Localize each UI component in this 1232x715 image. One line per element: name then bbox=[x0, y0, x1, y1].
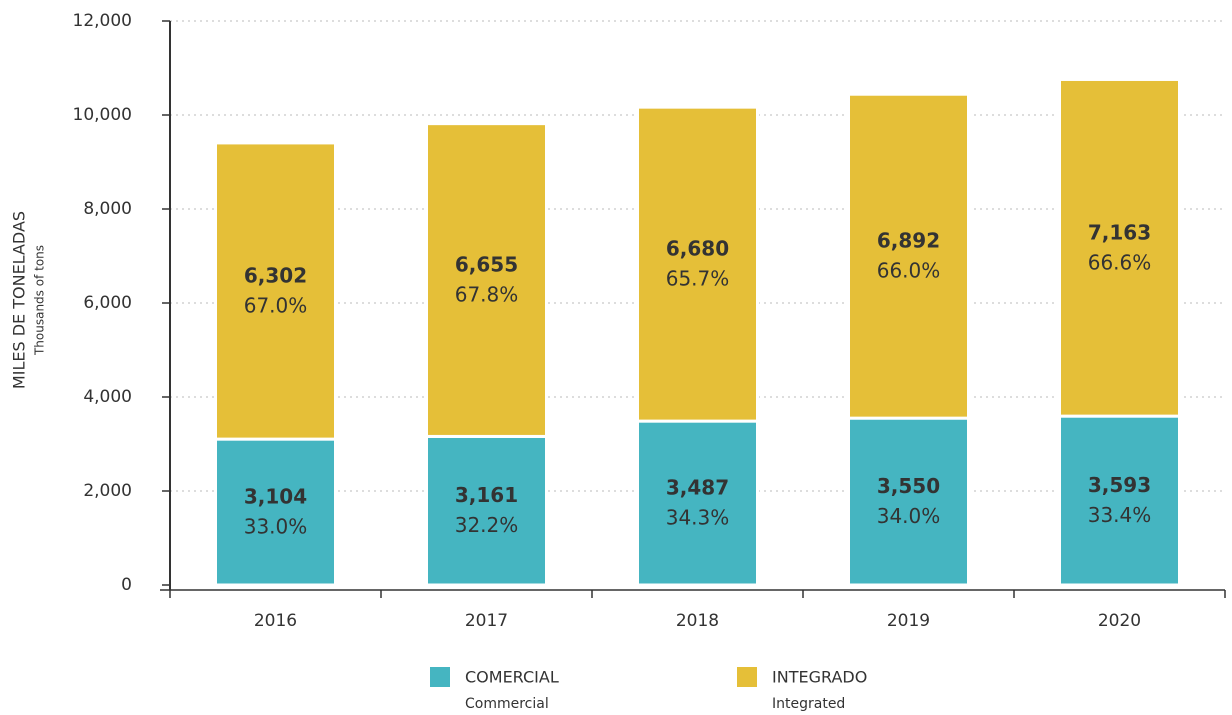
value-label: 3,487 bbox=[666, 476, 729, 500]
legend-swatch bbox=[737, 667, 757, 687]
legend-swatch bbox=[430, 667, 450, 687]
legend-sublabel: Integrated bbox=[772, 696, 845, 712]
x-tick-label: 2019 bbox=[887, 611, 930, 631]
share-label: 34.0% bbox=[877, 504, 941, 528]
share-label: 67.0% bbox=[244, 294, 308, 318]
value-label: 6,655 bbox=[455, 253, 518, 277]
value-label: 3,550 bbox=[877, 474, 940, 498]
bar-segment bbox=[636, 105, 759, 423]
y-tick-label: 6,000 bbox=[83, 293, 132, 313]
share-label: 67.8% bbox=[455, 283, 519, 307]
share-label: 33.0% bbox=[244, 515, 308, 539]
value-label: 3,593 bbox=[1088, 473, 1151, 497]
bar-segment bbox=[847, 92, 970, 420]
x-tick-label: 2017 bbox=[465, 611, 508, 631]
bar-segment bbox=[1058, 414, 1181, 587]
x-tick-label: 2018 bbox=[676, 611, 719, 631]
x-tick-label: 2020 bbox=[1098, 611, 1141, 631]
bar-segment bbox=[1058, 77, 1181, 418]
value-label: 6,302 bbox=[244, 264, 307, 288]
share-label: 65.7% bbox=[666, 267, 730, 291]
bar-segment bbox=[636, 419, 759, 587]
value-label: 3,104 bbox=[244, 485, 307, 509]
value-label: 6,892 bbox=[877, 229, 940, 253]
bar-segment bbox=[847, 416, 970, 587]
bar-segment bbox=[214, 437, 337, 587]
value-label: 7,163 bbox=[1088, 220, 1151, 244]
legend-label: COMERCIAL bbox=[465, 668, 559, 687]
legend-label: INTEGRADO bbox=[772, 668, 867, 687]
y-axis-sublabel: Thousands of tons bbox=[33, 245, 47, 356]
bar-segment bbox=[425, 122, 548, 438]
x-tick-label: 2016 bbox=[254, 611, 297, 631]
y-axis-label: MILES DE TONELADAS bbox=[10, 211, 29, 389]
bar-segment bbox=[425, 434, 548, 587]
y-tick-label: 12,000 bbox=[73, 11, 132, 31]
legend-sublabel: Commercial bbox=[465, 696, 549, 712]
share-label: 32.2% bbox=[455, 513, 519, 537]
y-tick-label: 2,000 bbox=[83, 481, 132, 501]
y-tick-label: 4,000 bbox=[83, 387, 132, 407]
value-label: 3,161 bbox=[455, 483, 518, 507]
value-label: 6,680 bbox=[666, 237, 729, 261]
share-label: 34.3% bbox=[666, 506, 730, 530]
y-tick-label: 10,000 bbox=[73, 105, 132, 125]
y-tick-label: 8,000 bbox=[83, 199, 132, 219]
share-label: 66.0% bbox=[877, 259, 941, 283]
share-label: 66.6% bbox=[1088, 250, 1152, 274]
share-label: 33.4% bbox=[1088, 503, 1152, 527]
bar-segment bbox=[214, 141, 337, 441]
y-tick-label: 0 bbox=[121, 575, 132, 595]
